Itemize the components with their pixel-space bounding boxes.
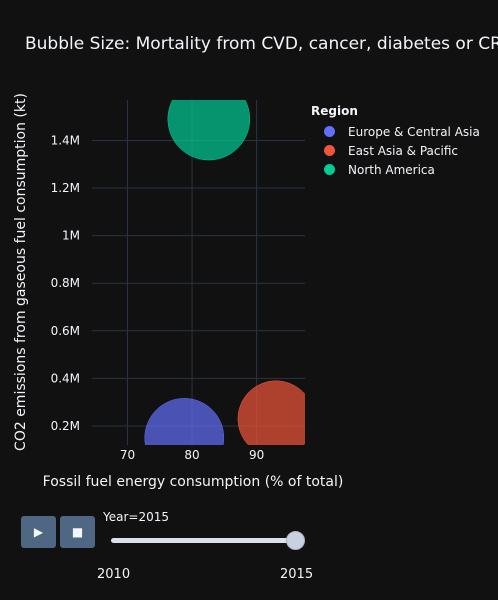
y-tick-label: 0.4M (51, 371, 80, 385)
y-tick-label: 0.6M (51, 324, 80, 338)
x-tick-label: 80 (184, 448, 199, 462)
year-slider-handle[interactable] (286, 531, 305, 550)
legend-item-north-america[interactable]: North America (311, 160, 480, 179)
y-tick-label: 0.8M (51, 276, 80, 290)
slider-step-2015[interactable]: 2015 (280, 567, 314, 582)
slider-step-2010[interactable]: 2010 (97, 567, 131, 582)
x-tick-label: 70 (120, 448, 135, 462)
legend-title: Region (311, 104, 358, 118)
stop-icon: ■ (71, 525, 84, 539)
legend-swatch-north-america (324, 164, 335, 175)
year-slider-track[interactable] (111, 538, 296, 543)
bubble-north-america[interactable] (167, 78, 251, 161)
legend-label-north-america: North America (348, 162, 435, 177)
slider-value: 2015 (138, 510, 170, 524)
bubble-europe-central-asia[interactable] (144, 398, 225, 477)
x-tick-label: 90 (249, 448, 264, 462)
y-tick-label: 0.2M (51, 419, 80, 433)
y-axis-title: CO2 emissions from gaseous fuel consumpt… (13, 93, 29, 451)
slider-current-value: Year=2015 (103, 510, 169, 524)
legend-item-east-asia[interactable]: East Asia & Pacific (311, 141, 480, 160)
legend-swatch-europe (324, 126, 335, 137)
legend-swatch-east-asia (324, 145, 335, 156)
y-tick-label: 1M (62, 229, 80, 243)
play-button[interactable]: ▶ (21, 516, 56, 548)
bubble-east-asia-pacific[interactable] (237, 380, 314, 457)
tick-labels: 70 80 90 0.2M 0.4M 0.6M 0.8M 1M 1.2M 1.4M (51, 133, 265, 462)
slider-prefix: Year= (103, 510, 139, 524)
play-icon: ▶ (33, 525, 44, 539)
animation-controls: ▶ ■ (21, 516, 95, 548)
legend-item-europe[interactable]: Europe & Central Asia (311, 122, 480, 141)
x-axis-title: Fossil fuel energy consumption (% of tot… (43, 474, 344, 490)
stop-button[interactable]: ■ (60, 516, 95, 548)
chart-title: Bubble Size: Mortality from CVD, cancer,… (25, 34, 498, 54)
bubbles (144, 78, 314, 477)
y-tick-label: 1.4M (51, 133, 80, 147)
legend: Region Europe & Central Asia East Asia &… (311, 104, 480, 179)
y-tick-label: 1.2M (51, 181, 80, 195)
legend-label-east-asia: East Asia & Pacific (348, 143, 458, 158)
legend-label-europe: Europe & Central Asia (348, 124, 480, 139)
